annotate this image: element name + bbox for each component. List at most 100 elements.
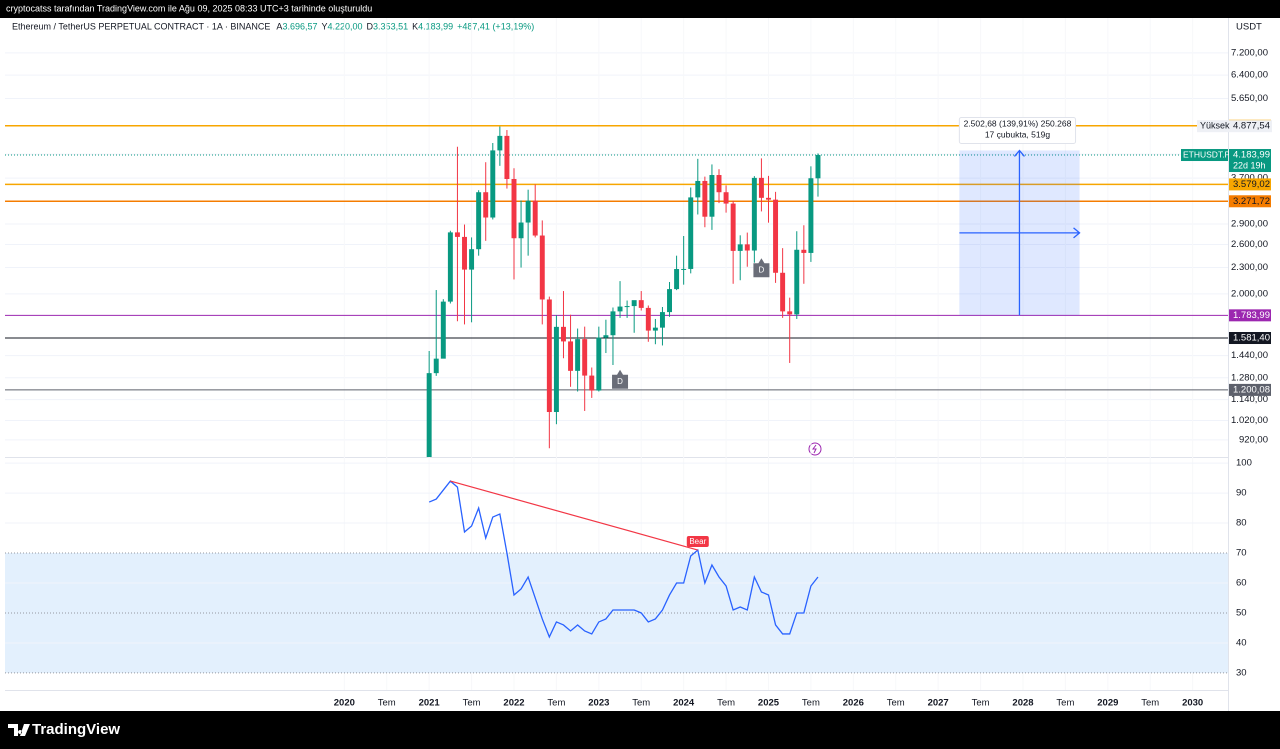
- unit: USDT: [1236, 22, 1262, 33]
- candle-body: [631, 300, 637, 307]
- measure-label-box: [958, 116, 1077, 144]
- ohlc-prefix: A: [276, 21, 282, 31]
- x-tick-label: Tem: [378, 698, 396, 709]
- event-icon[interactable]: [808, 442, 822, 456]
- x-tick-label: 2022: [503, 698, 524, 709]
- candle-body: [539, 235, 545, 300]
- marker-label: D: [759, 265, 765, 274]
- measure-sublabel: 17 çubukta, 519g: [985, 130, 1050, 140]
- candle-body: [483, 192, 489, 218]
- candle-body: [624, 306, 630, 308]
- candle-body: [681, 268, 687, 270]
- y-tick-label: 50: [1236, 607, 1247, 618]
- brand: TradingView: [32, 721, 120, 738]
- x-tick-label: Tem: [717, 698, 735, 709]
- x-tick-label: Tem: [972, 698, 990, 709]
- y-tick-label: 40: [1236, 637, 1247, 648]
- ohlc-prefix: Y: [321, 21, 327, 31]
- y-tick-label: 920,00: [1239, 434, 1268, 445]
- change: +487,41 (+13,19%): [457, 21, 534, 31]
- last-name-tag: [1181, 149, 1228, 162]
- candle-body: [447, 232, 453, 302]
- ohlc-value: 3.696,57: [282, 21, 317, 31]
- candle-body: [469, 249, 475, 270]
- price-tag-label: 1.581,40: [1233, 333, 1270, 344]
- y-tick-label: 90: [1236, 488, 1247, 499]
- price-tag: [1229, 332, 1271, 345]
- candle-body: [695, 180, 701, 198]
- marker: [612, 369, 629, 389]
- x-tick-label: 2023: [588, 698, 609, 709]
- y-tick-label: 5.650,00: [1231, 93, 1268, 104]
- last-value: 4.183,99: [1233, 150, 1270, 161]
- price-tag-label: 3.579,02: [1233, 179, 1270, 190]
- high-tag: [1197, 120, 1272, 133]
- candle-body: [575, 339, 581, 371]
- y-tick-label: 2.900,00: [1231, 218, 1268, 229]
- price-tag: [1229, 309, 1271, 322]
- candle-body: [532, 200, 538, 236]
- candle-body: [596, 337, 602, 391]
- y-tick-label: 7.200,00: [1231, 47, 1268, 58]
- x-tick-label: 2027: [928, 698, 949, 709]
- y-tick-label: 6.400,00: [1231, 70, 1268, 81]
- x-tick-label: 2021: [419, 698, 441, 709]
- candle-body: [610, 311, 616, 336]
- x-tick-label: Tem: [547, 698, 565, 709]
- candle-body: [652, 327, 658, 331]
- y-tick-label: 2.600,00: [1231, 239, 1268, 250]
- candle-body: [561, 326, 566, 342]
- candle-body: [716, 175, 722, 193]
- candle-body: [659, 312, 665, 328]
- candle-body: [645, 307, 651, 331]
- candle-body: [773, 199, 779, 273]
- marker-label: D: [617, 377, 623, 386]
- candle-body: [667, 289, 672, 313]
- last-tag: [1229, 149, 1271, 173]
- price-tag: [1229, 383, 1271, 396]
- y-tick-label: 100: [1236, 458, 1252, 469]
- candle-body: [751, 177, 757, 251]
- symbol: Ethereum / TetherUS PERPETUAL CONTRACT ·…: [12, 21, 270, 31]
- y-tick-label: 2.000,00: [1231, 288, 1268, 299]
- candle-body: [603, 335, 609, 338]
- x-tick-label: 2025: [758, 698, 780, 709]
- logo: [8, 724, 30, 736]
- rsi-line: [428, 480, 819, 639]
- candle-body: [801, 249, 807, 253]
- y-tick-label: 3.700,00: [1231, 173, 1268, 184]
- ohlc-prefix: D: [367, 21, 374, 31]
- x-tick-label: Tem: [802, 698, 820, 709]
- ohlc-value: 3.353,51: [373, 21, 408, 31]
- divergence-line: [450, 480, 698, 551]
- measure-arrow: [959, 149, 1081, 316]
- candle-body: [744, 244, 750, 251]
- countdown: 22d 19h: [1233, 160, 1266, 170]
- divergence-label: Bear: [689, 537, 706, 546]
- credit: cryptocatss tarafından TradingView.com i…: [6, 3, 372, 13]
- x-tick-label: Tem: [632, 698, 650, 709]
- x-tick-label: 2028: [1012, 698, 1033, 709]
- candle-body: [454, 232, 460, 237]
- price-tag-label: 1.783,99: [1233, 310, 1270, 321]
- candle-body: [582, 339, 588, 376]
- candle-body: [688, 197, 694, 269]
- candles: [426, 126, 821, 457]
- ohlc-value: 4.220,00: [328, 21, 363, 31]
- candle-body: [709, 175, 715, 217]
- last-name: ETHUSDT.P: [1183, 149, 1231, 159]
- y-tick-label: 70: [1236, 548, 1247, 559]
- candle-body: [815, 155, 821, 179]
- candle-body: [638, 300, 644, 308]
- candle-body: [794, 249, 800, 315]
- candle-body: [426, 373, 432, 457]
- divergence-tag: [686, 536, 709, 548]
- candle-body: [589, 375, 595, 391]
- y-tick-label: 60: [1236, 578, 1247, 589]
- candle-body: [525, 200, 531, 223]
- price-tag: [1229, 195, 1271, 208]
- x-tick-label: 2020: [334, 698, 355, 709]
- candle-body: [504, 135, 510, 180]
- candle-body: [617, 306, 623, 312]
